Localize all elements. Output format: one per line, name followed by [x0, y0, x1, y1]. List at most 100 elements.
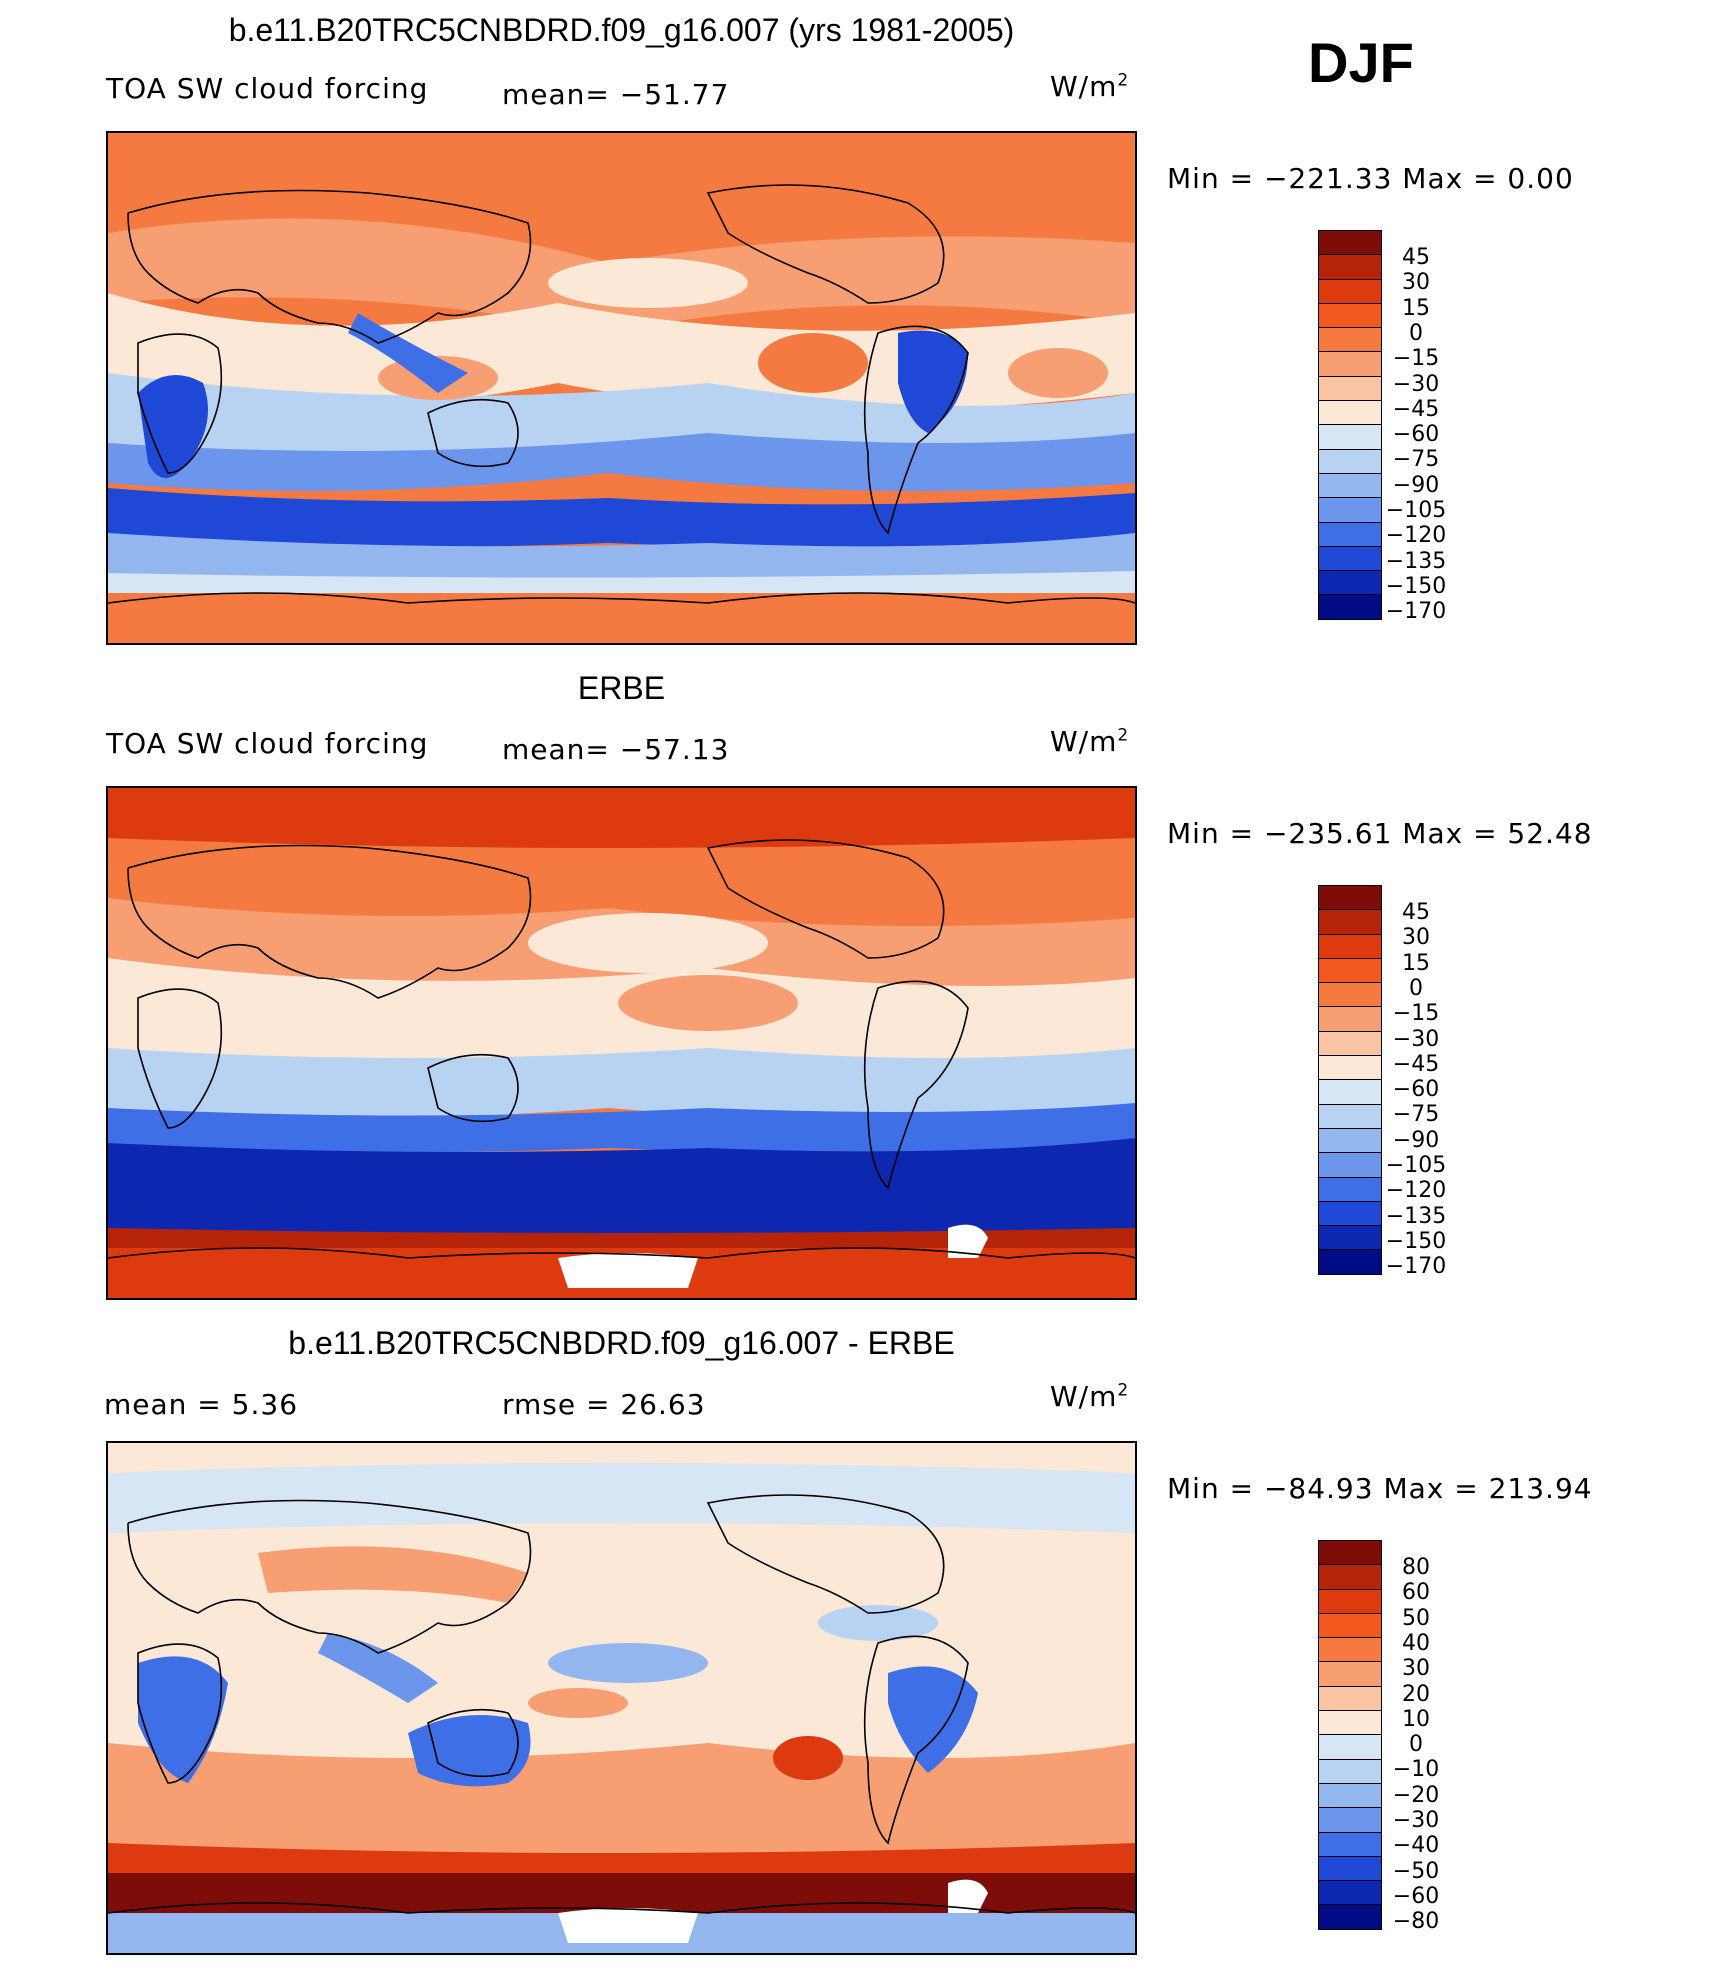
- colorbar-tick-label: −135: [1385, 548, 1447, 574]
- colorbar: [1318, 1540, 1382, 1930]
- colorbar-swatch: [1318, 1904, 1382, 1930]
- colorbar-tick-label: 30: [1402, 1656, 1430, 1682]
- colorbar-swatch: [1318, 1030, 1382, 1057]
- colorbar-swatch: [1318, 400, 1382, 426]
- colorbar-swatch: [1318, 1612, 1382, 1639]
- colorbar-swatch: [1318, 254, 1382, 280]
- colorbar-swatch: [1318, 1176, 1382, 1202]
- colorbar-tick-label: 60: [1402, 1580, 1430, 1606]
- minmax-label: Min = −221.33 Max = 0.00: [1167, 162, 1574, 195]
- colorbar-swatch: [1318, 1006, 1382, 1032]
- map-model: [106, 131, 1137, 645]
- colorbar-swatch: [1318, 1200, 1382, 1227]
- colorbar: [1318, 885, 1382, 1275]
- colorbar-swatch: [1318, 302, 1382, 329]
- field-map: [108, 788, 1135, 1298]
- colorbar-swatch: [1318, 885, 1382, 911]
- colorbar-tick-label: 45: [1402, 245, 1430, 270]
- colorbar-swatch: [1318, 570, 1382, 596]
- colorbar-tick-label: 50: [1402, 1605, 1430, 1631]
- colorbar-swatch: [1318, 957, 1382, 984]
- colorbar-tick-label: −30: [1392, 1808, 1440, 1833]
- colorbar-tick-label: 10: [1402, 1706, 1430, 1732]
- colorbar-tick-label: −45: [1392, 1051, 1440, 1077]
- unit-label: W/m2: [1050, 70, 1130, 103]
- colorbar-tick-label: −170: [1385, 599, 1447, 625]
- colorbar-swatch: [1318, 424, 1382, 450]
- colorbar: [1318, 230, 1382, 620]
- colorbar-tick-label: 20: [1402, 1681, 1430, 1707]
- colorbar-swatch: [1318, 1758, 1382, 1784]
- colorbar-swatch: [1318, 1127, 1382, 1154]
- colorbar-swatch: [1318, 521, 1382, 547]
- colorbar-swatch: [1318, 594, 1382, 620]
- field-map: [108, 1443, 1135, 1953]
- colorbar-swatch: [1318, 1152, 1382, 1178]
- panel-title: b.e11.B20TRC5CNBDRD.f09_g16.007 (yrs 198…: [228, 12, 1015, 48]
- colorbar-tick-label: −105: [1385, 1153, 1447, 1178]
- colorbar-swatch: [1318, 1564, 1382, 1590]
- colorbar-swatch: [1318, 933, 1382, 959]
- colorbar-tick-label: −60: [1392, 422, 1440, 448]
- colorbar-tick-label: −105: [1385, 498, 1447, 523]
- minmax-label: Min = −84.93 Max = 213.94: [1167, 1472, 1593, 1505]
- colorbar-swatch: [1318, 375, 1382, 402]
- colorbar-swatch: [1318, 1685, 1382, 1712]
- minmax-label: Min = −235.61 Max = 52.48: [1167, 817, 1593, 850]
- panel-title: ERBE: [577, 670, 666, 706]
- mean-label: mean= −51.77: [502, 78, 730, 111]
- colorbar-tick-label: −15: [1392, 1001, 1440, 1027]
- colorbar-swatch: [1318, 1249, 1382, 1275]
- colorbar-swatch: [1318, 327, 1382, 353]
- season-label: DJF: [1308, 31, 1414, 94]
- colorbar-swatch: [1318, 1225, 1382, 1251]
- colorbar-tick-label: −60: [1392, 1883, 1440, 1909]
- colorbar-swatch: [1318, 351, 1382, 377]
- colorbar-tick-label: −60: [1392, 1077, 1440, 1103]
- colorbar-tick-label: −50: [1392, 1858, 1440, 1884]
- colorbar-tick-label: 45: [1402, 900, 1430, 925]
- colorbar-swatch: [1318, 1103, 1382, 1129]
- colorbar-swatch: [1318, 448, 1382, 474]
- colorbar-tick-label: −75: [1392, 447, 1440, 473]
- colorbar-swatch: [1318, 1807, 1382, 1833]
- colorbar-tick-label: −150: [1385, 1228, 1447, 1254]
- colorbar-swatch: [1318, 1831, 1382, 1857]
- colorbar-tick-label: 80: [1402, 1555, 1430, 1580]
- map-obs: [106, 786, 1137, 1300]
- colorbar-tick-label: −30: [1392, 1026, 1440, 1052]
- rmse-label: rmse = 26.63: [502, 1388, 706, 1421]
- field-map: [108, 133, 1135, 643]
- colorbar-tick-label: −170: [1385, 1254, 1447, 1280]
- unit-label: W/m2: [1050, 725, 1130, 758]
- unit-label: W/m2: [1050, 1380, 1130, 1413]
- colorbar-swatch: [1318, 1637, 1382, 1663]
- colorbar-swatch: [1318, 1782, 1382, 1809]
- colorbar-tick-label: −120: [1385, 1178, 1447, 1204]
- colorbar-swatch: [1318, 1055, 1382, 1081]
- colorbar-tick-label: 15: [1402, 295, 1430, 321]
- colorbar-swatch: [1318, 1734, 1382, 1760]
- colorbar-swatch: [1318, 497, 1382, 523]
- colorbar-tick-label: −10: [1392, 1757, 1440, 1783]
- colorbar-tick-label: 30: [1402, 270, 1430, 296]
- colorbar-swatch: [1318, 1079, 1382, 1105]
- colorbar-tick-label: −150: [1385, 573, 1447, 599]
- colorbar-tick-label: 40: [1402, 1630, 1430, 1656]
- colorbar-swatch: [1318, 472, 1382, 499]
- colorbar-tick-label: −40: [1392, 1833, 1440, 1859]
- colorbar-swatch: [1318, 1588, 1382, 1614]
- colorbar-swatch: [1318, 909, 1382, 935]
- colorbar-tick-label: −30: [1392, 371, 1440, 397]
- colorbar-tick-label: 0: [1409, 975, 1423, 1001]
- colorbar-tick-label: −15: [1392, 346, 1440, 372]
- colorbar-swatch: [1318, 1540, 1382, 1566]
- panel-title: b.e11.B20TRC5CNBDRD.f09_g16.007 - ERBE: [288, 1325, 955, 1361]
- colorbar-tick-label: −80: [1392, 1909, 1440, 1935]
- colorbar-swatch: [1318, 230, 1382, 256]
- colorbar-swatch: [1318, 545, 1382, 572]
- colorbar-swatch: [1318, 1710, 1382, 1736]
- colorbar-tick-label: 0: [1409, 320, 1423, 346]
- colorbar-tick-label: 30: [1402, 925, 1430, 951]
- colorbar-tick-label: −45: [1392, 396, 1440, 422]
